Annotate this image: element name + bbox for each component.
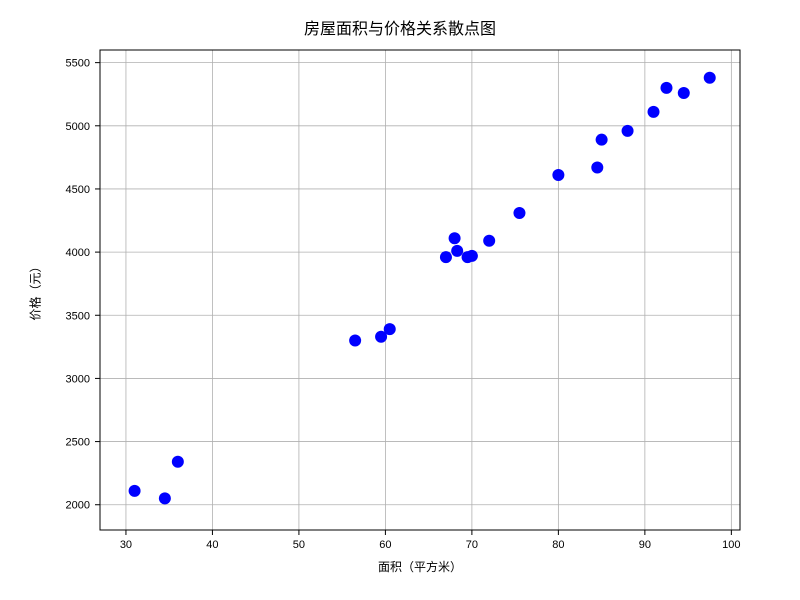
chart-svg: 30 40 50 60 70 80 90 100 2000 2500 3000 3500 4000 450…	[0, 0, 800, 600]
data-point	[349, 335, 361, 347]
data-point	[622, 125, 634, 137]
data-point	[596, 134, 608, 146]
data-point	[483, 235, 495, 247]
data-point	[384, 323, 396, 335]
x-tick-label: 80	[552, 539, 564, 551]
data-point	[159, 492, 171, 504]
y-tick-label: 3000	[66, 373, 90, 385]
data-point	[172, 456, 184, 468]
x-tick-label: 70	[466, 539, 478, 551]
y-tick-label: 2500	[66, 437, 90, 449]
y-tick-label: 4500	[66, 184, 90, 196]
y-tick-label: 2000	[66, 500, 90, 512]
x-tick-label: 30	[120, 539, 132, 551]
data-point	[660, 82, 672, 94]
x-tick-label: 90	[639, 539, 651, 551]
y-tick-label: 5000	[66, 121, 90, 133]
data-point	[552, 169, 564, 181]
y-tick-label: 4000	[66, 247, 90, 259]
x-tick-label: 60	[379, 539, 391, 551]
y-tick-label: 3500	[66, 310, 90, 322]
y-tick-label: 5500	[66, 58, 90, 70]
data-point	[451, 245, 463, 257]
data-point	[129, 485, 141, 497]
x-tick-label: 100	[722, 539, 740, 551]
x-tick-label: 50	[293, 539, 305, 551]
chart-container: 房屋面积与价格关系散点图 面积（平方米） 价格（元） 3040506070809…	[0, 0, 800, 600]
x-tick-label: 40	[206, 539, 218, 551]
data-point	[648, 106, 660, 118]
data-point	[466, 250, 478, 262]
data-point	[704, 72, 716, 84]
data-point	[678, 87, 690, 99]
data-point	[449, 232, 461, 244]
data-point	[591, 161, 603, 173]
data-point	[440, 251, 452, 263]
data-point	[513, 207, 525, 219]
